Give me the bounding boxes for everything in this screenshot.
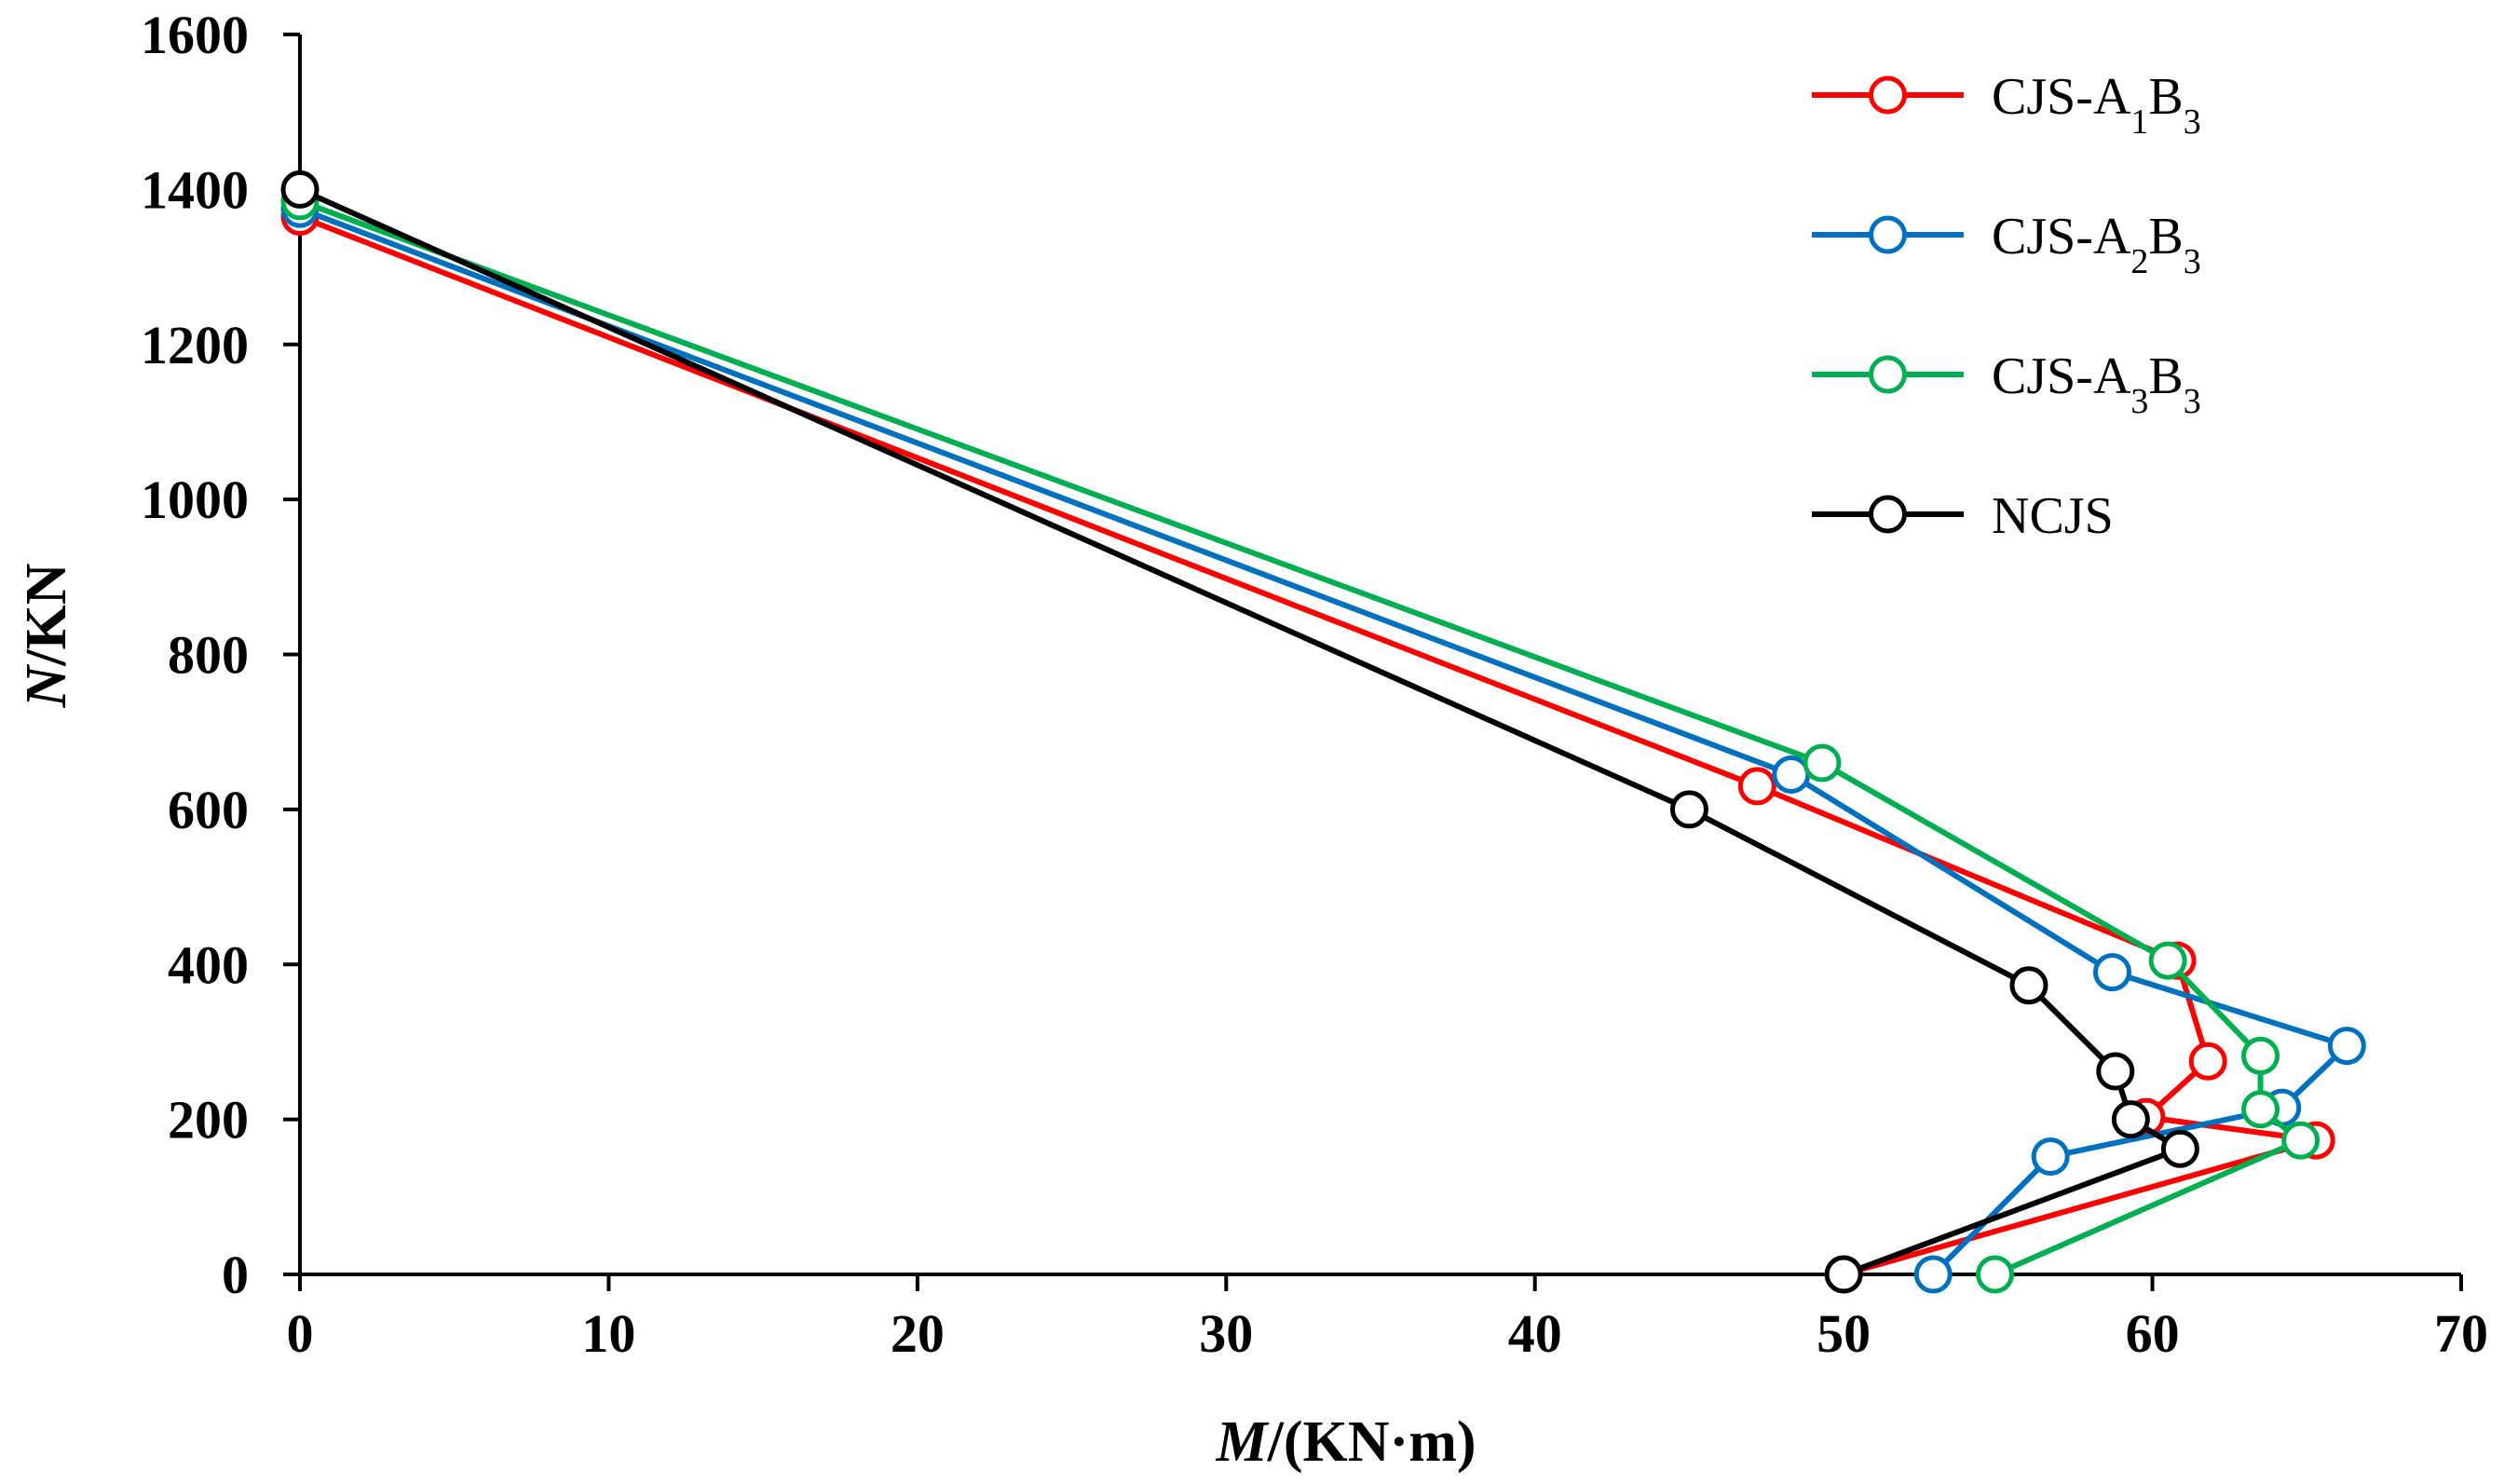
data-point-ncjs	[2160, 1129, 2199, 1168]
data-point-cjs-a3b3	[1976, 1255, 2015, 1294]
data-point-ncjs	[1669, 790, 1708, 829]
legend-label-ncjs: NCJS	[1992, 487, 2114, 545]
legend-marker-cjs-a1b3	[1869, 75, 1907, 115]
axes: 0 200 400 600 800 1000 1200 1400 1600 0 10 20 30 40 50…	[141, 5, 2488, 1364]
data-point-cjs-a3b3	[1803, 743, 1842, 783]
x-tick-label: 10	[581, 1303, 635, 1364]
legend-label-cjs-a3b3: CJS-A3B3	[1992, 347, 2201, 421]
series-line-ncjs	[298, 186, 2184, 1277]
legend-marker-cjs-a2b3	[1869, 215, 1907, 254]
x-tick-label: 30	[1199, 1303, 1253, 1364]
data-point-cjs-a3b3	[2148, 941, 2187, 980]
x-tick-label: 20	[891, 1303, 945, 1364]
y-tick-label: 800	[168, 625, 249, 686]
data-point-cjs-a2b3	[1913, 1255, 1953, 1294]
data-point-cjs-a3b3	[2281, 1121, 2320, 1160]
x-tick-label: 50	[1817, 1303, 1871, 1364]
y-tick-label: 1200	[141, 315, 249, 375]
data-point-cjs-a2b3	[1772, 755, 1811, 794]
x-tick-label: 0	[287, 1303, 314, 1364]
data-point-cjs-a2b3	[2092, 953, 2131, 992]
data-point-cjs-a3b3	[2241, 1036, 2280, 1075]
y-tick-label: 200	[168, 1090, 249, 1150]
y-tick-label: 1400	[141, 159, 249, 220]
legend-marker-ncjs	[1869, 495, 1907, 534]
series-cjs-a2b3	[280, 189, 2366, 1294]
y-tick-label: 0	[222, 1245, 249, 1305]
x-tick-label: 70	[2434, 1303, 2488, 1364]
y-tick-label: 1600	[141, 5, 249, 65]
data-point-ncjs	[2096, 1052, 2135, 1091]
series-layer	[280, 170, 2366, 1294]
y-tick-label: 600	[168, 780, 249, 840]
data-point-ncjs	[2009, 966, 2048, 1005]
data-point-cjs-a2b3	[2327, 1027, 2366, 1066]
legend: CJS-A1B3 CJS-A2B3 CJS-A3B3 NCJS	[1812, 68, 2201, 545]
legend-item-cjs-a1b3: CJS-A1B3	[1812, 68, 2201, 142]
legend-marker-cjs-a3b3	[1869, 355, 1907, 394]
y-axis-title: N/KN	[15, 563, 78, 708]
legend-label-cjs-a1b3: CJS-A1B3	[1992, 68, 2201, 142]
data-point-cjs-a1b3	[2188, 1042, 2227, 1081]
data-point-cjs-a2b3	[2031, 1137, 2070, 1177]
x-tick-label: 40	[1508, 1303, 1562, 1364]
x-axis-title: M/(KN·m)	[1216, 1410, 1477, 1474]
y-tick-label: 1000	[141, 470, 249, 530]
legend-item-cjs-a3b3: CJS-A3B3	[1812, 347, 2201, 421]
legend-item-ncjs: NCJS	[1812, 487, 2114, 545]
data-point-ncjs	[1824, 1255, 1863, 1294]
series-cjs-a3b3	[280, 182, 2320, 1294]
legend-label-cjs-a2b3: CJS-A2B3	[1992, 208, 2201, 281]
y-tick-label: 400	[168, 934, 249, 995]
x-tick-label: 60	[2126, 1303, 2180, 1364]
data-point-ncjs	[2111, 1100, 2150, 1139]
series-ncjs	[280, 170, 2199, 1294]
legend-item-cjs-a2b3: CJS-A2B3	[1812, 208, 2201, 281]
data-point-cjs-a3b3	[2241, 1090, 2280, 1129]
data-point-ncjs	[280, 170, 320, 209]
data-point-cjs-a1b3	[1737, 767, 1776, 806]
